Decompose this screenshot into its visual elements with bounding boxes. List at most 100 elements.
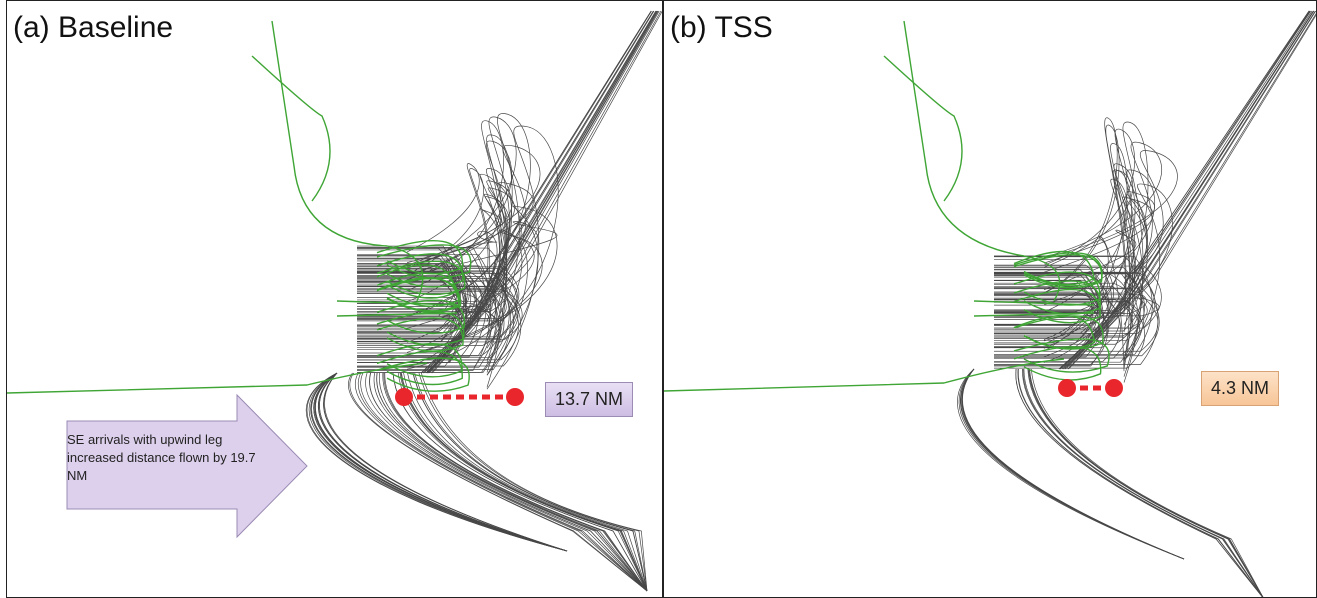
track-line xyxy=(994,286,1132,359)
track-line xyxy=(994,301,1146,369)
track-line xyxy=(994,265,1162,329)
track-line xyxy=(1043,169,1155,325)
green-track xyxy=(376,253,464,288)
track-line xyxy=(310,372,568,552)
track-line xyxy=(994,271,1145,359)
distance-marker-start xyxy=(1058,379,1076,397)
green-track xyxy=(1013,288,1101,324)
track-line xyxy=(961,368,1185,560)
green-track xyxy=(1013,252,1103,287)
green-track xyxy=(1013,338,1110,373)
green-track xyxy=(664,358,1065,392)
track-line xyxy=(994,292,1148,329)
track-line xyxy=(994,282,1132,314)
track-line xyxy=(313,372,568,552)
green-track xyxy=(376,277,460,312)
green-track xyxy=(376,311,465,346)
baseline-black-tracks xyxy=(306,10,662,592)
track-line xyxy=(1043,128,1136,286)
green-track xyxy=(1013,254,1103,289)
track-line xyxy=(994,256,1153,355)
track-line xyxy=(994,301,1140,355)
track-line xyxy=(360,372,648,592)
green-track xyxy=(376,272,460,307)
track-line xyxy=(1030,368,1264,597)
track-line xyxy=(315,372,568,552)
track-line xyxy=(349,372,648,592)
track-line xyxy=(1067,13,1316,370)
track-line xyxy=(357,270,511,371)
track-line xyxy=(957,368,1185,560)
green-track xyxy=(251,55,331,202)
track-line xyxy=(1023,368,1264,597)
green-track xyxy=(376,317,464,352)
track-line xyxy=(1017,368,1263,597)
track-line xyxy=(357,266,520,322)
tss-black-tracks xyxy=(957,10,1316,597)
track-line xyxy=(357,254,496,357)
distance-marker-end xyxy=(1105,379,1123,397)
tss-panel: (b) TSS 4.3 NM xyxy=(663,0,1317,598)
track-line xyxy=(412,372,648,592)
track-line xyxy=(313,372,568,552)
track-line xyxy=(365,372,648,592)
track-line xyxy=(1022,368,1264,597)
track-line xyxy=(357,293,471,342)
green-track xyxy=(336,312,458,317)
track-line xyxy=(406,113,531,337)
distance-label: 4.3 NM xyxy=(1201,371,1280,406)
track-line xyxy=(406,168,491,295)
tss-track-plot xyxy=(664,10,1316,597)
green-track xyxy=(376,260,466,296)
track-line xyxy=(1043,150,1178,279)
green-track xyxy=(7,362,428,394)
baseline-track-plot xyxy=(7,10,662,592)
annotation-arrow xyxy=(66,393,308,539)
green-track xyxy=(883,55,963,202)
track-line xyxy=(1058,10,1310,370)
track-line xyxy=(406,120,504,311)
distance-label: 13.7 NM xyxy=(545,382,634,417)
track-line xyxy=(406,163,489,273)
track-line xyxy=(1043,117,1126,313)
track-line xyxy=(1043,121,1149,383)
track-line xyxy=(319,372,568,552)
track-line xyxy=(319,372,568,552)
track-line xyxy=(348,372,648,592)
track-line xyxy=(961,368,1185,560)
track-line xyxy=(994,280,1094,344)
track-line xyxy=(323,372,568,552)
track-line xyxy=(357,286,522,367)
green-track xyxy=(1013,271,1101,306)
tss-green-tracks xyxy=(664,20,1110,392)
track-line xyxy=(318,372,568,552)
track-line xyxy=(958,368,1185,560)
track-line xyxy=(357,300,493,314)
green-track xyxy=(1013,315,1104,350)
green-track xyxy=(376,244,472,279)
track-line xyxy=(357,247,506,320)
track-line xyxy=(1043,197,1154,293)
track-line xyxy=(406,144,541,284)
green-track xyxy=(376,240,464,275)
green-track xyxy=(376,299,466,335)
track-line xyxy=(960,368,1185,560)
track-line xyxy=(994,255,1114,330)
track-line xyxy=(962,368,1185,560)
track-line xyxy=(357,372,648,592)
green-track xyxy=(376,278,462,313)
annotation-text: SE arrivals with upwind leg increased di… xyxy=(67,432,256,483)
green-track xyxy=(903,20,1061,302)
track-line xyxy=(354,372,648,592)
track-line xyxy=(960,368,1185,560)
track-line xyxy=(406,205,558,376)
panel-title: (a) Baseline xyxy=(13,11,174,44)
track-line xyxy=(994,287,1160,357)
track-line xyxy=(369,372,648,592)
track-line xyxy=(357,273,518,319)
green-track xyxy=(376,350,463,386)
track-line xyxy=(357,291,519,361)
baseline-panel: (a) Baseline SE arrivals with upwind leg… xyxy=(6,0,663,598)
track-line xyxy=(384,372,648,592)
track-line xyxy=(421,372,648,592)
